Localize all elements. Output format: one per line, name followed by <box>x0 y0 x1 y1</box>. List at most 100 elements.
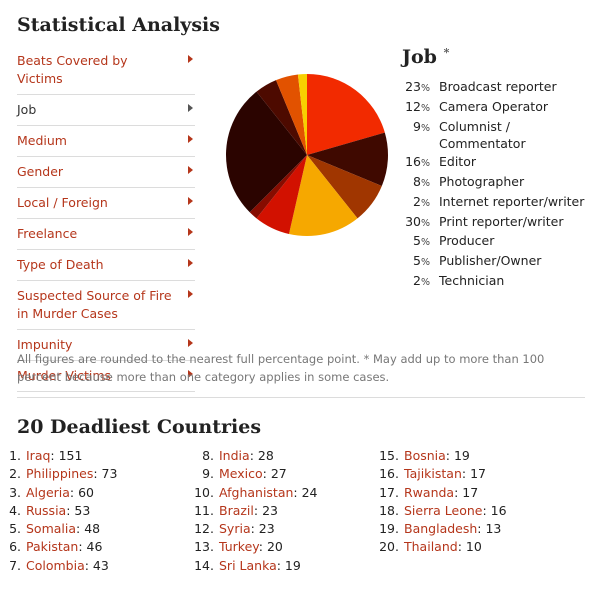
menu-item-label: Beats Covered by Victims <box>17 53 128 86</box>
chevron-right-icon <box>188 228 193 236</box>
country-link[interactable]: Turkey <box>219 539 259 555</box>
menu-item-gender[interactable]: Gender <box>17 157 195 188</box>
country-count: : 17 <box>454 484 479 500</box>
country-link[interactable]: Bosnia <box>404 448 446 463</box>
country-count: : 17 <box>461 466 486 482</box>
country-rank: 13. <box>194 539 214 555</box>
legend-value: 2% <box>413 272 430 288</box>
menu-item-local-foreign[interactable]: Local / Foreign <box>17 188 195 219</box>
country-item-brazil: 11. Brazil: 23 <box>193 502 318 520</box>
country-link[interactable]: Tajikistan <box>404 466 462 482</box>
page-title: Statistical Analysis <box>17 14 220 36</box>
country-item-mexico: 9. Mexico: 27 <box>193 465 318 483</box>
menu-item-murder-victims[interactable]: Murder Victims <box>17 361 195 392</box>
country-item-somalia: 5. Somalia: 48 <box>0 520 117 538</box>
country-rank: 5. <box>9 521 21 537</box>
chart-legend: 23% Broadcast reporter 12% Camera Operator 9… <box>398 78 594 292</box>
menu-item-label: Murder Victims <box>17 368 112 383</box>
country-link[interactable]: India <box>219 448 250 463</box>
country-rank: 6. <box>9 539 21 555</box>
country-item-colombia: 7. Colombia: 43 <box>0 557 117 575</box>
country-item-iraq: 1. Iraq: 151 <box>0 447 117 465</box>
country-count: : 16 <box>482 502 507 518</box>
legend-value: 16% <box>405 154 430 170</box>
legend-label: Print reporter/writer <box>439 213 564 229</box>
menu-item-label: Type of Death <box>17 257 104 272</box>
country-rank: 19. <box>379 521 399 537</box>
menu-item-beats-covered-by-victims[interactable]: Beats Covered by Victims <box>17 46 195 95</box>
country-link[interactable]: Mexico <box>219 466 263 482</box>
legend-label: Producer <box>439 233 495 249</box>
menu-item-label: Job <box>17 102 37 117</box>
country-item-russia: 4. Russia: 53 <box>0 502 117 520</box>
country-link[interactable]: Thailand <box>404 539 458 555</box>
menu-item-medium[interactable]: Medium <box>17 126 195 157</box>
country-count: : 20 <box>258 539 283 555</box>
country-count: : 73 <box>93 466 118 482</box>
menu-item-freelance[interactable]: Freelance <box>17 219 195 250</box>
legend-label: Columnist / Commentator <box>439 118 526 152</box>
country-rank: 20. <box>379 539 399 555</box>
country-item-sierra-leone: 18. Sierra Leone: 16 <box>378 502 507 520</box>
legend-item-producer: 5% Producer <box>398 232 594 252</box>
country-link[interactable]: Rwanda <box>404 484 455 500</box>
country-rank: 15. <box>379 448 399 463</box>
country-link[interactable]: Bangladesh <box>404 521 478 537</box>
menu-item-suspected-source-of-fire-in-murder-cases[interactable]: Suspected Source of Fire in Murder Cases <box>17 281 195 330</box>
country-rank: 11. <box>194 502 214 518</box>
legend-item-camera-operator: 12% Camera Operator <box>398 98 594 118</box>
legend-item-publisher-owner: 5% Publisher/Owner <box>398 252 594 272</box>
legend-value: 12% <box>405 98 430 114</box>
menu-item-job[interactable]: Job <box>17 95 195 126</box>
legend-item-broadcast-reporter: 23% Broadcast reporter <box>398 78 594 98</box>
legend-item-photographer: 8% Photographer <box>398 173 594 193</box>
pie-slice-editor <box>288 155 358 236</box>
country-item-algeria: 3. Algeria: 60 <box>0 484 117 502</box>
country-link[interactable]: Pakistan <box>26 539 79 555</box>
country-item-sri-lanka: 14. Sri Lanka: 19 <box>193 557 318 575</box>
country-count: : 43 <box>84 557 109 573</box>
country-rank: 2. <box>9 466 21 482</box>
pie-slice-photographer <box>256 155 307 234</box>
country-item-tajikistan: 16. Tajikistan: 17 <box>378 465 507 483</box>
country-link[interactable]: Afghanistan <box>219 484 294 500</box>
menu-item-label: Medium <box>17 133 67 148</box>
pie-slice-print-reporter-writer <box>226 91 307 213</box>
pie-chart <box>224 72 390 238</box>
chevron-right-icon <box>188 166 193 174</box>
pie-slice-producer <box>256 80 307 155</box>
country-link[interactable]: Syria <box>219 521 251 537</box>
pie-slice-internet-reporter-writer <box>249 155 307 219</box>
country-count: : 46 <box>78 539 103 555</box>
chart-title-text: Job <box>402 46 437 68</box>
legend-value: 23% <box>405 79 430 94</box>
country-link[interactable]: Iraq <box>26 448 51 463</box>
pie-slice-technician <box>297 74 307 155</box>
menu-item-label: Freelance <box>17 226 78 241</box>
country-rank: 4. <box>9 502 21 518</box>
menu-item-impunity[interactable]: Impunity <box>17 330 195 361</box>
country-link[interactable]: Russia <box>26 502 67 518</box>
countries-column: 15. Bosnia: 19 16. Tajikistan: 17 17. Rwanda:… <box>378 447 507 557</box>
pie-svg <box>226 74 388 236</box>
pie-slice-columnist-commentator <box>307 155 382 219</box>
country-link[interactable]: Brazil <box>219 502 254 518</box>
country-count: : 23 <box>253 502 278 518</box>
legend-label: Technician <box>439 272 505 288</box>
legend-value: 30% <box>405 213 430 229</box>
country-link[interactable]: Philippines <box>26 466 94 482</box>
menu-item-type-of-death[interactable]: Type of Death <box>17 250 195 281</box>
country-item-turkey: 13. Turkey: 20 <box>193 538 318 556</box>
country-link[interactable]: Somalia <box>26 521 77 537</box>
country-count: : 60 <box>69 484 95 500</box>
country-link[interactable]: Algeria <box>26 484 70 500</box>
legend-item-print-reporter-writer: 30% Print reporter/writer <box>398 213 594 233</box>
country-link[interactable]: Colombia <box>26 557 85 573</box>
legend-label: Camera Operator <box>439 98 548 114</box>
country-item-afghanistan: 10. Afghanistan: 24 <box>193 484 317 502</box>
chevron-right-icon <box>188 104 193 112</box>
country-count: : 13 <box>477 521 502 537</box>
country-link[interactable]: Sri Lanka <box>219 557 277 573</box>
country-link[interactable]: Sierra Leone <box>404 502 483 518</box>
country-count: : 23 <box>250 521 275 537</box>
